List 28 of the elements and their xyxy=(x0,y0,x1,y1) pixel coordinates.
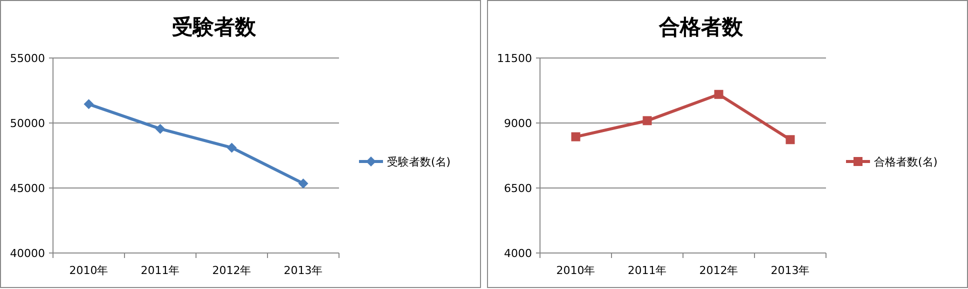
point xyxy=(226,142,237,153)
y-tick-label: 45000 xyxy=(10,182,45,195)
chart-title: 受験者数 xyxy=(172,15,257,39)
y-tick-label: 11500 xyxy=(497,52,532,65)
x-tick-label: 2011年 xyxy=(140,264,180,277)
legend-label: 受験者数(名) xyxy=(387,156,451,168)
point xyxy=(298,178,308,188)
point xyxy=(84,99,94,110)
x-tick-label: 2011年 xyxy=(628,264,667,277)
point xyxy=(642,116,652,126)
x-tick-label: 2010年 xyxy=(69,264,108,277)
x-tick-label: 2010年 xyxy=(556,264,596,277)
x-tick-label: 2012年 xyxy=(212,264,252,277)
x-tick-label: 2012年 xyxy=(699,264,738,277)
point xyxy=(714,90,724,99)
y-tick-label: 4000 xyxy=(504,247,532,260)
y-tick-label: 6500 xyxy=(504,182,532,195)
legend-label: 合格者数(名) xyxy=(874,156,938,168)
y-tick-label: 50000 xyxy=(10,117,45,130)
y-tick-label: 40000 xyxy=(10,247,45,260)
y-tick-label: 55000 xyxy=(10,52,45,65)
x-tick-label: 2013年 xyxy=(770,264,810,277)
chart-title: 合格者数 xyxy=(658,15,744,39)
point xyxy=(571,132,580,142)
point xyxy=(155,124,166,134)
x-tick-label: 2013年 xyxy=(284,264,323,277)
point xyxy=(786,135,795,144)
y-tick-label: 9000 xyxy=(504,117,532,130)
